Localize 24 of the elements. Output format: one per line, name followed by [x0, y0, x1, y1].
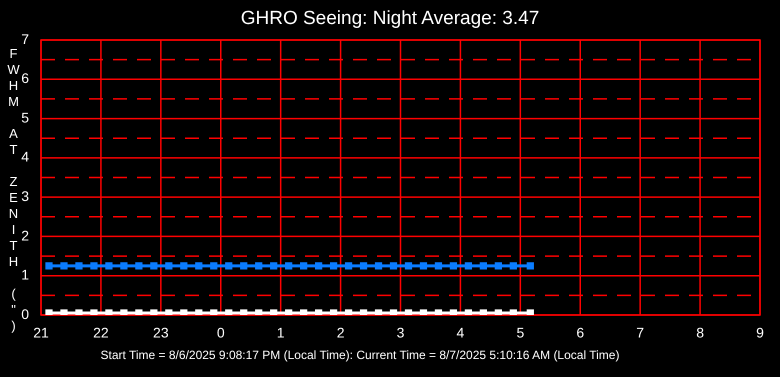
x-tick-label: 6	[576, 324, 584, 340]
y-tick-label: 6	[21, 70, 30, 86]
x-tick-label: 0	[216, 324, 225, 340]
chart-title: GHRO Seeing: Night Average: 3.47	[240, 8, 540, 30]
y-tick-label: 2	[21, 227, 30, 244]
y-axis-title: FWHM AT ZENITH (")	[5, 46, 21, 334]
x-tick-label: 21	[33, 324, 49, 340]
x-tick-label: 23	[153, 324, 169, 340]
y-tick-label: 3	[21, 188, 30, 204]
x-tick-label: 22	[93, 324, 109, 340]
text: Start Time = 8/6/2025 9:08:17 PM (Local Time): Current Time = 8/7/2025 5:10:16 AM (Local Time)	[100, 348, 620, 362]
x-tick-label: 1	[276, 324, 285, 340]
y-tick-label: 1	[21, 266, 30, 283]
x-tick-label: 2	[336, 324, 345, 340]
x-tick-label: 9	[756, 324, 764, 340]
y-tick-label: 4	[21, 148, 30, 165]
y-tick-label: 7	[21, 30, 30, 47]
x-tick-label: 5	[516, 324, 524, 340]
x-tick-label: 7	[636, 324, 644, 340]
x-tick-label: 8	[696, 324, 704, 340]
y-tick-label: 0	[21, 306, 30, 322]
x-tick-label: 3	[396, 324, 405, 340]
x-tick-label: 4	[456, 324, 465, 340]
y-tick-label: 5	[21, 109, 30, 126]
